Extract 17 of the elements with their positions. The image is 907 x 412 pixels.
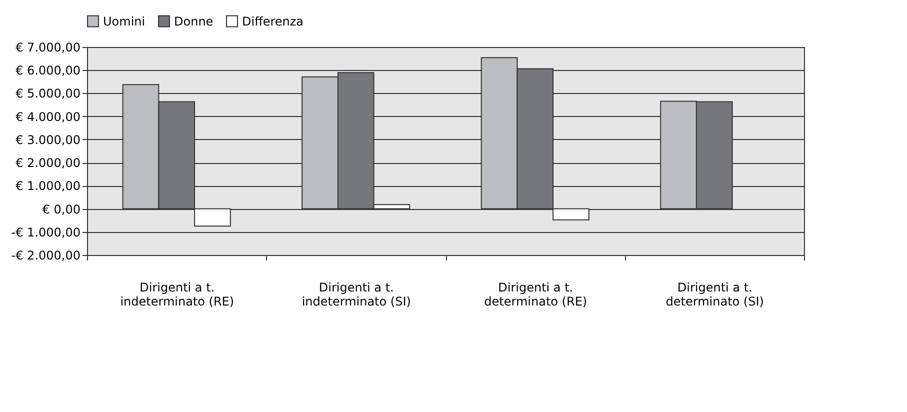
y-tick-label: € 1.000,00 bbox=[16, 179, 80, 194]
y-tick-label: -€ 1.000,00 bbox=[11, 225, 80, 240]
y-tick-label: -€ 2.000,00 bbox=[11, 248, 80, 262]
x-tick-label: Dirigenti a t. determinato (RE) bbox=[484, 280, 588, 308]
x-tick-label: Dirigenti a t. indeterminato (SI) bbox=[302, 280, 411, 308]
y-tick-label: € 2.000,00 bbox=[16, 156, 80, 170]
y-tick-label: € 0,00 bbox=[42, 202, 80, 216]
legend-label: Differenza bbox=[242, 14, 304, 28]
legend-label: Uomini bbox=[103, 14, 146, 28]
x-tick-label: Dirigenti a t. indeterminato (RE) bbox=[120, 280, 234, 308]
x-tick-label: Dirigenti a t. determinato (SI) bbox=[666, 280, 764, 308]
legend-label: Donne bbox=[174, 14, 214, 28]
y-tick-label: € 4.000,00 bbox=[16, 110, 80, 124]
y-tick-label: € 3.000,00 bbox=[16, 132, 80, 147]
y-tick-label: € 7.000,00 bbox=[16, 40, 80, 54]
y-tick-label: € 6.000,00 bbox=[16, 64, 80, 78]
y-tick-label: € 5.000,00 bbox=[16, 86, 80, 101]
